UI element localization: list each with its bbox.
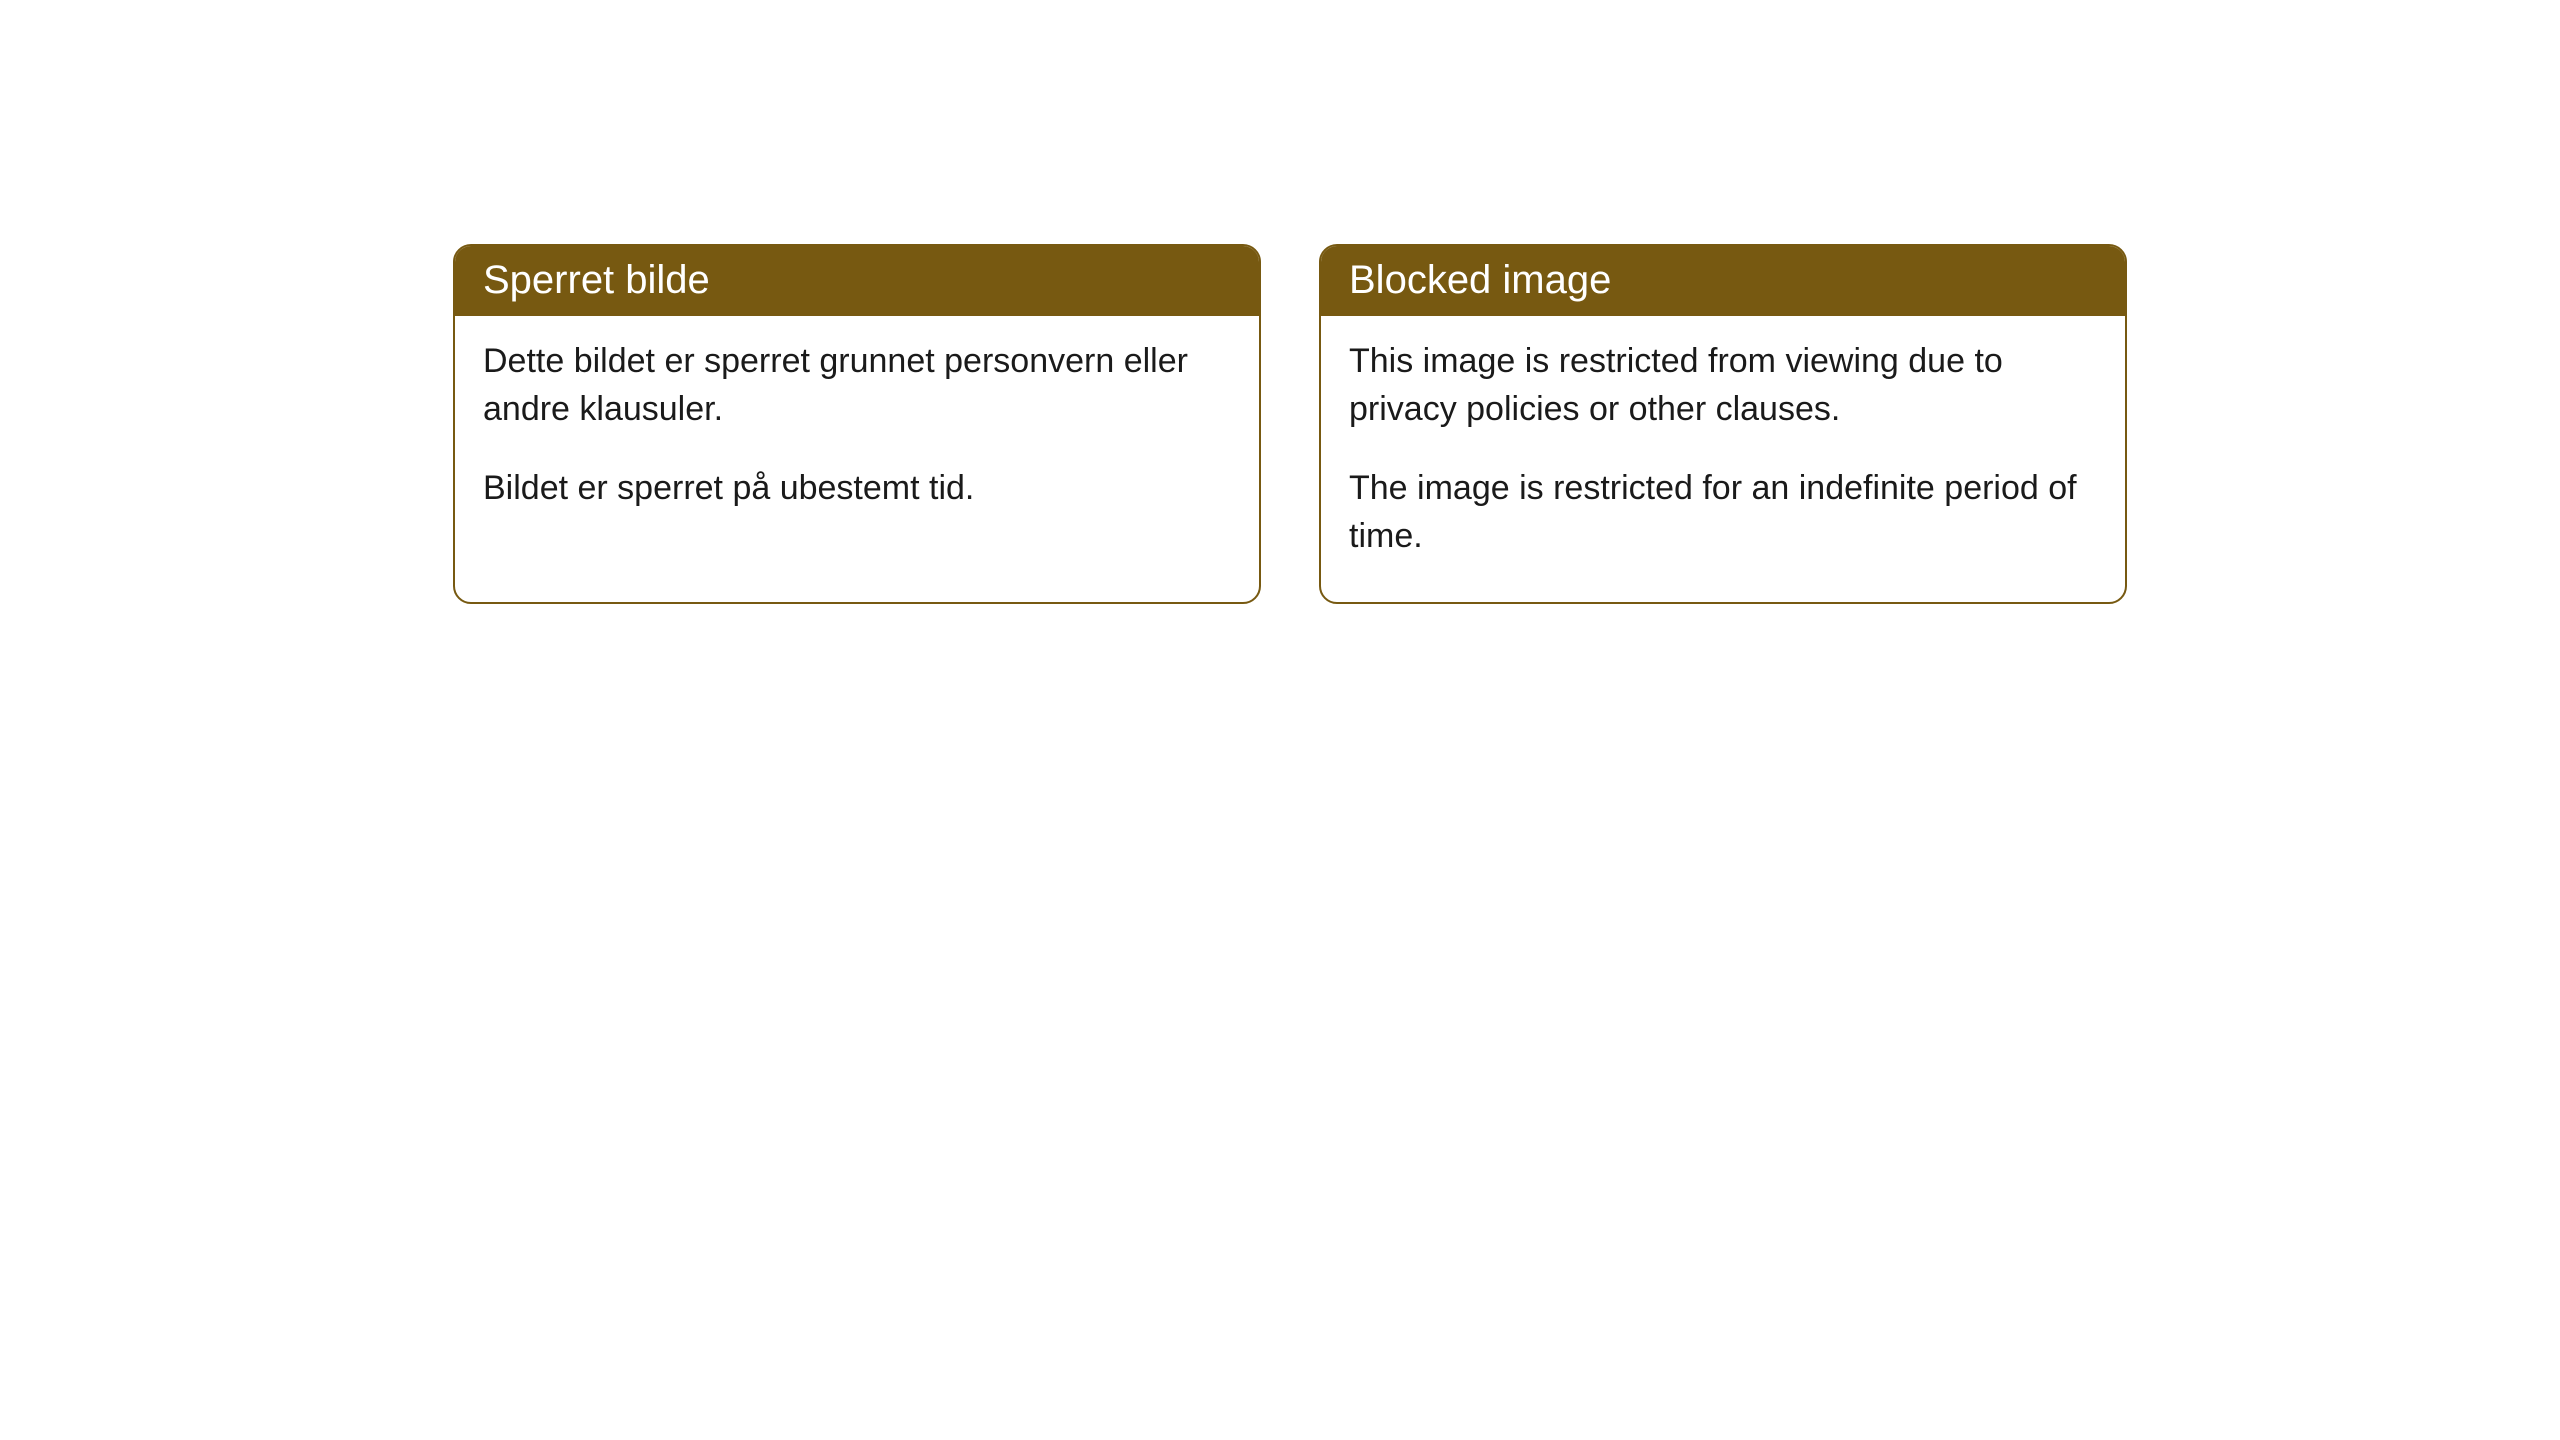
card-title: Sperret bilde (455, 246, 1259, 316)
card-paragraph: Bildet er sperret på ubestemt tid. (483, 465, 1231, 513)
card-title: Blocked image (1321, 246, 2125, 316)
card-body: Dette bildet er sperret grunnet personve… (455, 316, 1259, 555)
card-paragraph: Dette bildet er sperret grunnet personve… (483, 338, 1231, 433)
blocked-image-card-english: Blocked image This image is restricted f… (1319, 244, 2127, 604)
blocked-image-card-norwegian: Sperret bilde Dette bildet er sperret gr… (453, 244, 1261, 604)
cards-container: Sperret bilde Dette bildet er sperret gr… (0, 0, 2560, 604)
card-body: This image is restricted from viewing du… (1321, 316, 2125, 602)
card-paragraph: This image is restricted from viewing du… (1349, 338, 2097, 433)
card-paragraph: The image is restricted for an indefinit… (1349, 465, 2097, 560)
